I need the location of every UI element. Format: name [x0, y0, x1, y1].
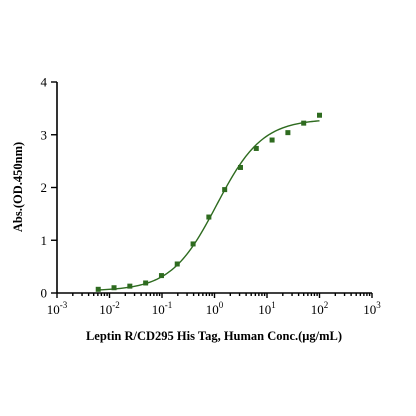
x-axis-ticks: 10-3 10-2 10-1 100 101 102 103 — [47, 293, 381, 317]
y-tick-label: 0 — [41, 286, 48, 301]
x-axis-title: Leptin R/CD295 His Tag, Human Conc.(μg/m… — [86, 329, 342, 343]
y-axis-title: Abs.(OD.450nm) — [11, 142, 25, 232]
x-tick-label: 10-2 — [99, 300, 120, 317]
y-axis-ticks: 0 1 2 3 4 — [41, 75, 57, 301]
data-point — [111, 285, 117, 291]
data-point — [95, 286, 101, 292]
data-point — [301, 120, 307, 126]
data-point — [317, 112, 322, 118]
x-tick-label: 103 — [363, 300, 381, 317]
y-tick-label: 1 — [41, 233, 48, 248]
data-point — [237, 164, 243, 170]
x-tick-label: 102 — [311, 300, 329, 317]
data-point — [222, 187, 228, 193]
data-point — [285, 130, 291, 136]
y-tick-label: 3 — [41, 127, 48, 142]
fit-curve — [98, 120, 320, 291]
data-point — [269, 137, 275, 143]
x-tick-label: 100 — [206, 300, 224, 317]
data-point — [174, 261, 180, 267]
x-tick-label: 101 — [258, 300, 276, 317]
data-points — [95, 112, 322, 292]
y-tick-label: 2 — [41, 180, 48, 195]
x-tick-label: 10-3 — [47, 300, 68, 317]
data-point — [158, 273, 164, 279]
data-point — [190, 241, 196, 247]
x-tick-label: 10-1 — [152, 300, 173, 317]
data-point — [143, 280, 149, 286]
data-point — [127, 283, 133, 289]
data-point — [253, 145, 259, 151]
data-point — [206, 214, 212, 220]
y-tick-label: 4 — [41, 75, 48, 90]
